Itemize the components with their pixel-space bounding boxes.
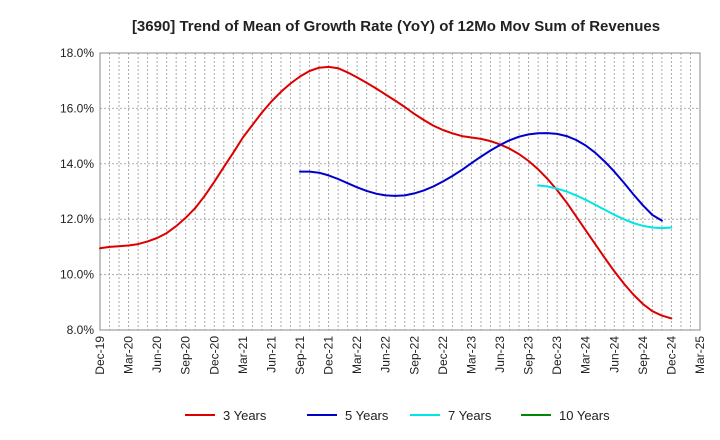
series-line-5-years <box>299 132 663 222</box>
chart-title: [3690] Trend of Mean of Growth Rate (YoY… <box>132 18 660 35</box>
y-tick-label: 18.0% <box>60 46 94 60</box>
series-lines <box>99 65 673 320</box>
axes: 8.0% 10.0% 12.0% 14.0% 16.0% 18.0% Dec-19 Mar-2… <box>60 46 707 375</box>
x-tick-label: Jun-22 <box>379 336 393 373</box>
grid <box>100 53 700 330</box>
y-tick-label: 10.0% <box>60 268 94 282</box>
x-tick-label: Mar-23 <box>464 336 478 374</box>
y-tick-label: 8.0% <box>67 323 95 337</box>
x-tick-label: Dec-24 <box>664 336 678 375</box>
x-tick-label: Dec-19 <box>93 336 107 375</box>
legend-label: 10 Years <box>559 408 610 423</box>
y-tick-label: 14.0% <box>60 157 94 171</box>
x-tick-label: Jun-23 <box>493 336 507 373</box>
x-tick-label: Sep-22 <box>407 336 421 375</box>
y-tick-label: 16.0% <box>60 101 94 115</box>
x-tick-label: Mar-20 <box>122 336 136 374</box>
x-tick-label: Mar-24 <box>579 336 593 374</box>
series-line-3-years <box>99 65 673 320</box>
x-tick-label: Dec-22 <box>436 336 450 375</box>
x-tick-label: Sep-20 <box>179 336 193 375</box>
x-tick-label: Mar-22 <box>350 336 364 374</box>
x-tick-label: Sep-24 <box>636 336 650 375</box>
legend: 3 Years 5 Years 7 Years 10 Years <box>185 408 610 423</box>
x-tick-label: Mar-25 <box>693 336 707 374</box>
x-tick-label: Jun-21 <box>264 336 278 373</box>
x-tick-label: Sep-23 <box>522 336 536 375</box>
x-tick-label: Jun-20 <box>150 336 164 373</box>
y-tick-label: 12.0% <box>60 212 94 226</box>
legend-label: 3 Years <box>223 408 267 423</box>
x-tick-label: Sep-21 <box>293 336 307 375</box>
x-tick-label: Dec-21 <box>322 336 336 375</box>
legend-label: 7 Years <box>448 408 492 423</box>
x-tick-label: Mar-21 <box>236 336 250 374</box>
x-tick-label: Dec-23 <box>550 336 564 375</box>
series-line-7-years <box>537 184 673 230</box>
plot-frame <box>99 52 701 331</box>
legend-label: 5 Years <box>345 408 389 423</box>
x-tick-label: Dec-20 <box>207 336 221 375</box>
x-tick-label: Jun-24 <box>607 336 621 373</box>
